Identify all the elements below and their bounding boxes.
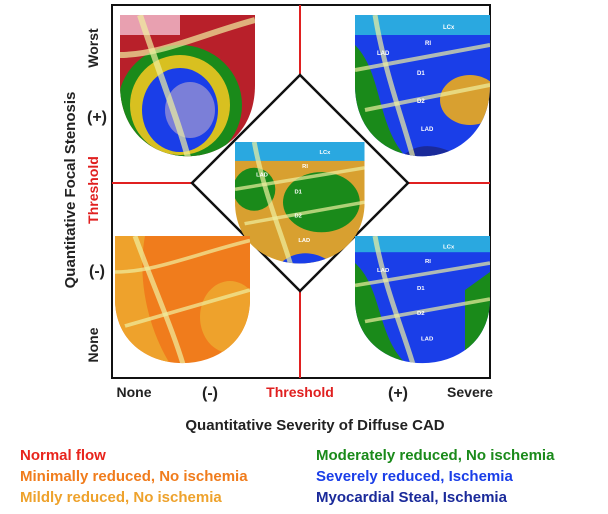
y-axis-label: Worst [85, 28, 101, 68]
map-label: LAD [256, 173, 268, 179]
map-label: D2 [417, 99, 425, 105]
perfusion-map: LCx RI LAD D1 D2 LAD [355, 15, 500, 165]
y-axis-label: (-) [89, 263, 105, 280]
map-label: D1 [295, 190, 302, 196]
y-axis-title: Quantitative Focal Stenosis [62, 92, 79, 289]
x-axis-title: Quantitative Severity of Diffuse CAD [185, 417, 444, 434]
legend-entry: Mildly reduced, No ischemia [20, 489, 222, 506]
legend-entry: Severely reduced, Ischemia [316, 468, 513, 485]
x-axis-label: Severe [447, 384, 493, 400]
map-label: LCx [319, 150, 330, 156]
map-label: LCx [443, 25, 455, 31]
y-axis-label: (+) [87, 109, 107, 126]
map-label: LAD [377, 268, 389, 274]
map-label: D2 [295, 214, 302, 220]
x-axis-label: Threshold [266, 384, 334, 400]
map-label: D1 [417, 71, 425, 77]
map-label: RI [302, 164, 308, 170]
map-label: LAD [377, 51, 390, 57]
legend-entry: Myocardial Steal, Ischemia [316, 489, 508, 506]
x-axis-label: (+) [388, 385, 408, 402]
x-axis-label: (-) [202, 385, 218, 402]
map-label: RI [425, 41, 431, 47]
x-axis-label: None [117, 384, 152, 400]
y-axis-label: Threshold [85, 156, 101, 224]
map-label: RI [425, 259, 431, 265]
map-label: LAD [421, 127, 434, 133]
map-label: LAD [421, 337, 433, 343]
map-label: D2 [417, 311, 425, 317]
perfusion-map: LCx RI LAD D1 D2 LAD [355, 236, 490, 371]
map-label: D1 [417, 286, 425, 292]
legend-entry: Minimally reduced, No ischemia [20, 468, 248, 485]
perfusion-map: LCx RI LAD D1 D2 LAD [233, 142, 365, 271]
perfusion-map [115, 236, 260, 371]
map-label: LCx [443, 245, 455, 251]
legend-entry: Normal flow [20, 447, 106, 464]
figure: LCx RI LAD D1 D2 LAD LCx RI LAD D1 D2 LA… [0, 0, 608, 509]
legend-entry: Moderately reduced, No ischemia [316, 447, 555, 464]
legend: Normal flow Minimally reduced, No ischemi… [20, 447, 555, 506]
map-label: LAD [298, 238, 310, 244]
y-axis-label: None [85, 327, 101, 362]
